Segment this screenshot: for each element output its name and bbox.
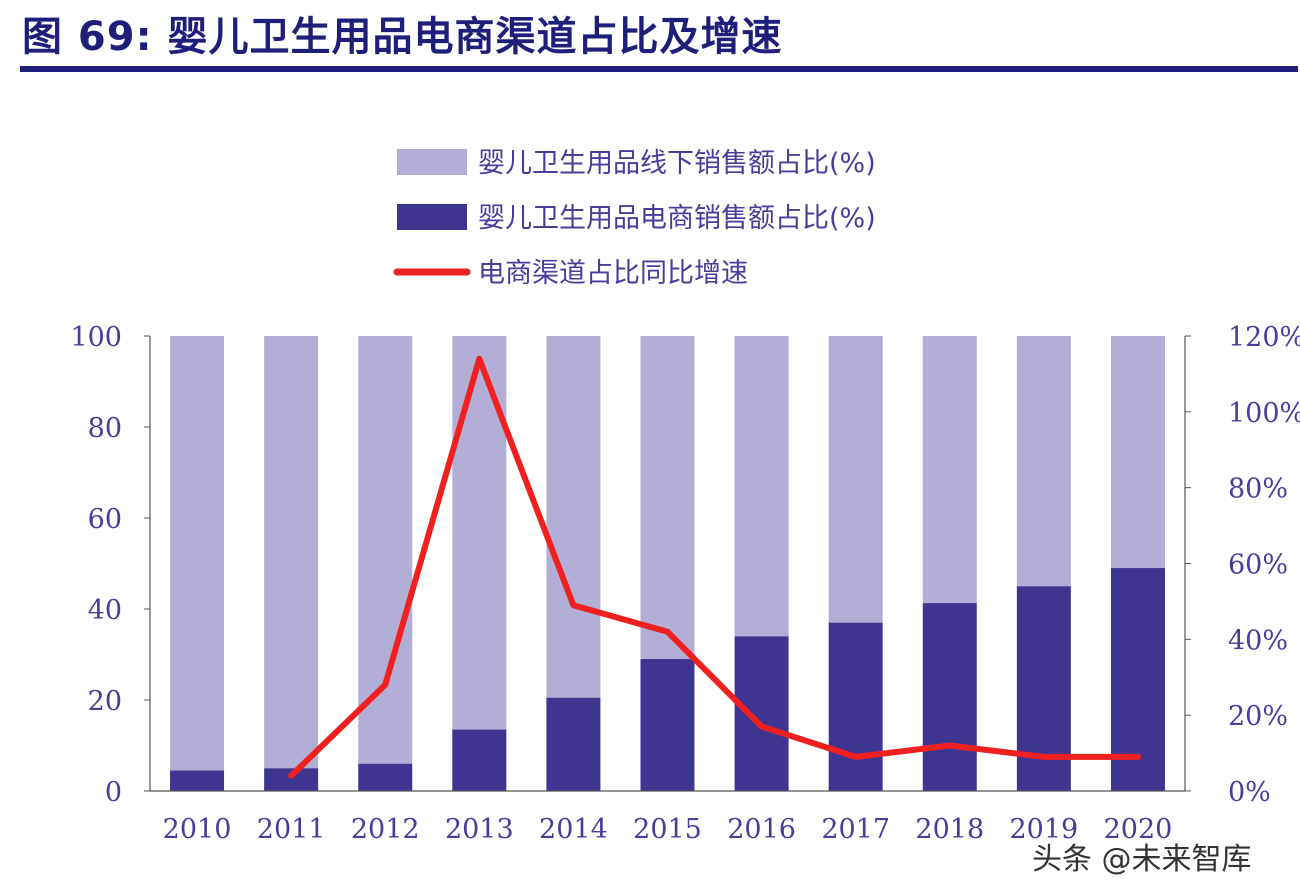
x-tick-label: 2012 [351,814,420,845]
bar-online [640,659,695,791]
x-tick-label: 2017 [821,814,890,845]
watermark: 头条 @未来智库 [1032,842,1252,877]
legend: 婴儿卫生用品线下销售额占比(%) 婴儿卫生用品电商销售额占比(%) 电商渠道占比同比… [393,148,876,289]
bar-online [734,636,789,791]
legend-label: 婴儿卫生用品电商销售额占比(%) [478,203,876,234]
legend-swatch-offline [397,149,467,175]
x-tick-label: 2016 [727,814,796,845]
bar-online [922,603,977,791]
x-tick-label: 2013 [445,814,514,845]
y-right-tick-label: 0% [1228,777,1271,808]
bar-online [358,763,413,791]
x-tick-label: 2019 [1010,814,1079,845]
growth-point [571,603,576,608]
y-right-tick-label: 60% [1228,550,1288,581]
y-right-tick-label: 120% [1228,322,1300,353]
growth-point [477,356,482,361]
growth-point [665,629,670,634]
bar-offline [264,336,319,769]
bar-offline [452,336,507,730]
growth-point [947,743,952,748]
bar-offline [922,336,977,604]
y-right-tick-label: 40% [1228,625,1288,656]
legend-label: 婴儿卫生用品线下销售额占比(%) [478,148,876,179]
growth-point [759,724,764,729]
title-rule [20,66,1298,72]
y-left-tick-label: 20 [88,686,122,717]
line-layer [288,355,1141,779]
bar-online [452,729,507,791]
bar-online [1110,568,1165,791]
x-tick-label: 2014 [539,814,608,845]
y-right-tick-label: 100% [1228,398,1300,429]
x-tick-label: 2018 [915,814,984,845]
bar-online [546,697,601,791]
bar-offline [358,336,413,764]
x-tick-label: 2015 [633,814,702,845]
growth-point [383,682,388,687]
figure-title: 图 69: 婴儿卫生用品电商渠道占比及增速 [22,14,783,60]
x-tick-label: 2020 [1104,814,1173,845]
bar-offline [1016,336,1071,587]
growth-point [853,754,858,759]
axes-layer: 0 20 40 60 80 100 0% 20% 40% 60% 80% 100% 120% 2010 20… [70,322,1300,845]
growth-line [288,355,1141,779]
y-left-tick-label: 0 [105,777,122,808]
growth-point [1135,754,1140,759]
bar-offline [546,336,601,698]
bar-offline [828,336,883,623]
legend-swatch-online [397,204,467,230]
bar-online [264,768,319,791]
y-right-tick-label: 80% [1228,474,1288,505]
y-right-tick-label: 20% [1228,701,1288,732]
growth-point [1041,754,1046,759]
legend-label: 电商渠道占比同比增速 [478,258,748,289]
bar-offline [734,336,789,637]
bar-offline [640,336,695,660]
x-tick-label: 2011 [257,814,326,845]
bar-offline [1110,336,1165,569]
y-left-tick-label: 40 [88,595,122,626]
y-left-tick-label: 100 [70,322,122,353]
bar-online [170,770,225,791]
bar-offline [170,336,225,771]
x-tick-label: 2010 [163,814,232,845]
bar-online [1016,586,1071,791]
y-left-tick-label: 60 [88,504,122,535]
y-left-tick-label: 80 [88,413,122,444]
bar-online [828,622,883,791]
growth-point [289,773,294,778]
bars-layer [170,336,1165,791]
